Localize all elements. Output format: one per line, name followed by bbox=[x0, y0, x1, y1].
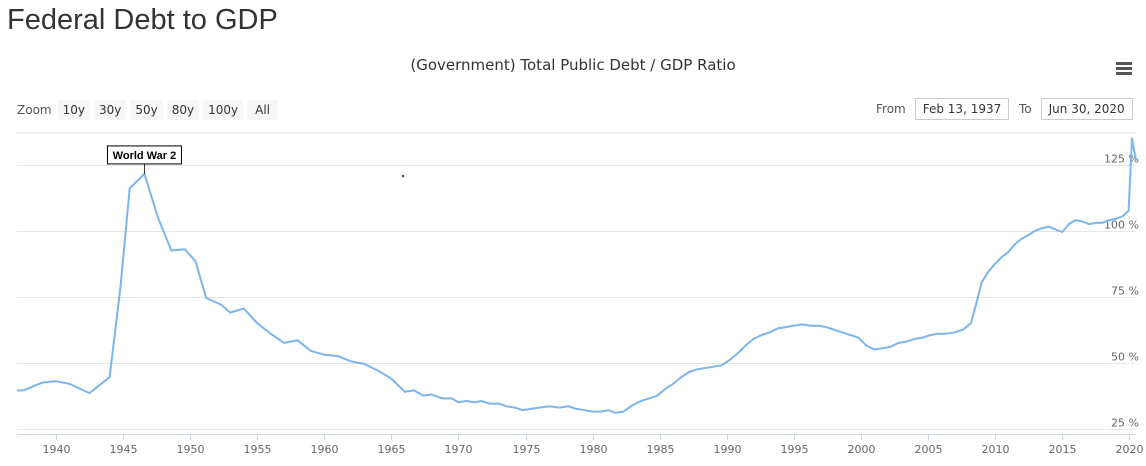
range-to: To Jun 30, 2020 bbox=[1019, 98, 1133, 120]
x-tick-label-1975: 1975 bbox=[513, 443, 541, 456]
zoom-button-80y[interactable]: 80y bbox=[166, 100, 200, 120]
series-line-debt-to-gdp bbox=[17, 137, 1137, 414]
x-tick-label-2015: 2015 bbox=[1049, 443, 1077, 456]
range-to-input[interactable]: Jun 30, 2020 bbox=[1040, 98, 1133, 120]
x-tick-label-1960: 1960 bbox=[311, 443, 339, 456]
x-axis: 1940 1945 1950 1955 1960 1965 1970 1975 1980 1985… bbox=[17, 434, 1144, 456]
chart-title: (Government) Total Public Debt / GDP Rat… bbox=[410, 56, 736, 74]
zoom-button-100y[interactable]: 100y bbox=[203, 100, 244, 120]
stray-dot bbox=[401, 174, 405, 178]
x-tick-label-1955: 1955 bbox=[244, 443, 272, 456]
x-tick-label-2010: 2010 bbox=[982, 443, 1010, 456]
grid-lines bbox=[17, 132, 1136, 430]
range-from-input[interactable]: Feb 13, 1937 bbox=[914, 98, 1010, 120]
zoom-button-all[interactable]: All bbox=[247, 100, 278, 120]
x-tick-label-1940: 1940 bbox=[43, 443, 71, 456]
zoom-label: Zoom bbox=[17, 103, 52, 117]
zoom-button-30y[interactable]: 30y bbox=[93, 100, 127, 120]
x-tick-label-1950: 1950 bbox=[177, 443, 205, 456]
range-from-label: From bbox=[876, 102, 906, 116]
y-axis: 25 % 50 % 75 % 100 % 125 % bbox=[1104, 153, 1139, 430]
x-tick-label-1945: 1945 bbox=[110, 443, 138, 456]
y-tick-label-25: 25 % bbox=[1111, 417, 1139, 430]
y-tick-label-100: 100 % bbox=[1104, 219, 1139, 232]
zoom-button-50y[interactable]: 50y bbox=[130, 100, 163, 120]
y-tick-label-125: 125 % bbox=[1104, 153, 1139, 166]
range-from: From Feb 13, 1937 bbox=[876, 98, 1010, 120]
y-tick-label-75: 75 % bbox=[1111, 285, 1139, 298]
x-tick-label-1985: 1985 bbox=[647, 443, 675, 456]
x-tick-label-2020: 2020 bbox=[1116, 443, 1144, 456]
range-to-label: To bbox=[1019, 102, 1032, 116]
annotation-box bbox=[106, 145, 182, 165]
x-tick-label-2005: 2005 bbox=[915, 443, 943, 456]
zoom-button-10y[interactable]: 10y bbox=[57, 100, 90, 120]
y-tick-label-50: 50 % bbox=[1111, 351, 1139, 364]
x-tick-label-1995: 1995 bbox=[781, 443, 809, 456]
annotation-label: World War 2 bbox=[113, 150, 177, 162]
zoom-bar: Zoom 10y 30y 50y 80y 100y All bbox=[17, 99, 282, 121]
x-tick-label-1990: 1990 bbox=[714, 443, 742, 456]
x-tick-label-2000: 2000 bbox=[848, 443, 876, 456]
x-tick-label-1965: 1965 bbox=[378, 443, 406, 456]
hamburger-menu-icon[interactable] bbox=[1116, 62, 1134, 78]
annotation-flag-world-war-2[interactable]: World War 2 bbox=[106, 145, 182, 174]
x-tick-label-1980: 1980 bbox=[580, 443, 608, 456]
page-title: Federal Debt to GDP bbox=[7, 4, 278, 36]
x-tick-label-1970: 1970 bbox=[445, 443, 473, 456]
